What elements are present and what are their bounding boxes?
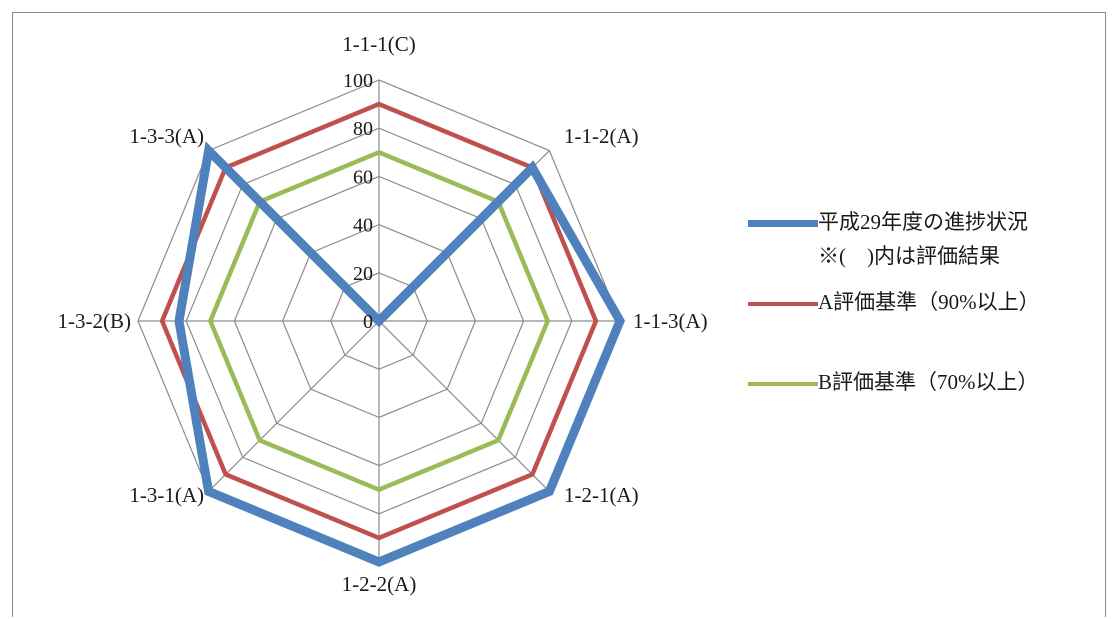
category-label-5: 1-2-2(A) <box>342 572 417 596</box>
r-tick-label-60: 60 <box>353 166 373 188</box>
category-label-2: 1-1-2(A) <box>564 124 639 148</box>
legend-label-b: B評価基準（70%以上） <box>818 370 1039 394</box>
category-label-4: 1-2-1(A) <box>564 483 639 507</box>
category-label-6: 1-3-1(A) <box>129 483 204 507</box>
series-line-2 <box>159 101 599 541</box>
r-tick-label-0: 0 <box>363 311 373 333</box>
category-label-1: 1-1-1(C) <box>342 32 415 56</box>
chart-area <box>12 12 1106 617</box>
category-label-8: 1-3-3(A) <box>129 124 204 148</box>
r-tick-label-100: 100 <box>343 70 373 92</box>
series-line-1 <box>174 141 626 567</box>
series-line-3 <box>207 149 551 493</box>
spoke-4 <box>378 320 550 492</box>
legend-swatch-progress <box>748 220 818 227</box>
r-tick-label-40: 40 <box>353 215 373 237</box>
spoke-6 <box>208 320 380 492</box>
legend-swatch-b <box>748 382 818 386</box>
r-tick-label-20: 20 <box>353 263 373 285</box>
r-tick-label-80: 80 <box>353 118 373 140</box>
category-label-3: 1-1-3(A) <box>633 309 708 333</box>
legend-swatch-a <box>748 302 818 306</box>
legend-label-progress-note: ※( )内は評価結果 <box>818 244 1000 268</box>
legend-label-a: A評価基準（90%以上） <box>818 290 1040 314</box>
category-label-7: 1-3-2(B) <box>58 309 131 333</box>
legend-label-progress: 平成29年度の進捗状況 <box>818 210 1028 234</box>
